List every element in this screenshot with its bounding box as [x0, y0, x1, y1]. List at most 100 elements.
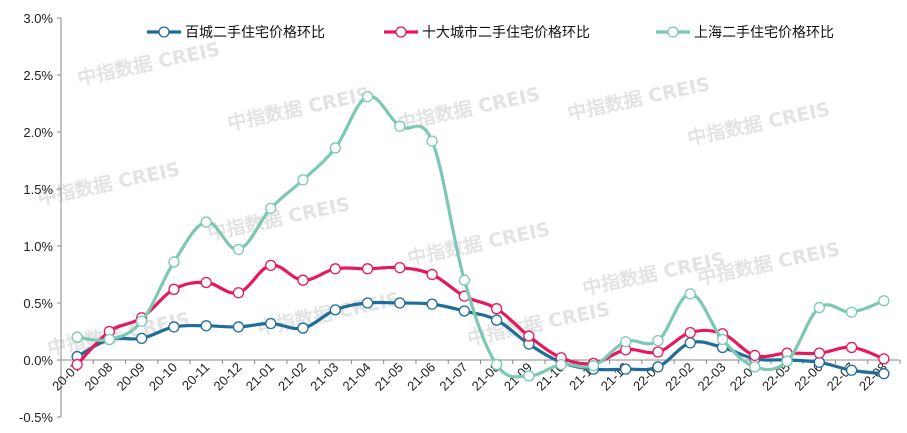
chart-legend: 百城二手住宅价格环比 十大城市二手住宅价格环比 上海二手住宅价格环比	[147, 24, 834, 41]
y-tick-label: 1.5%	[23, 182, 53, 197]
data-point	[71, 358, 83, 371]
legend-label: 十大城市二手住宅价格环比	[422, 24, 590, 41]
data-point	[490, 314, 503, 326]
y-tick-label: 0.0%	[23, 353, 53, 368]
data-point	[878, 295, 890, 307]
data-point	[71, 331, 83, 343]
data-point	[845, 364, 858, 376]
legend-item-2: 十大城市二手住宅价格环比	[384, 24, 590, 41]
data-point	[620, 336, 632, 348]
x-tick-label: 21-04	[340, 360, 374, 394]
y-tick-label: 2.0%	[23, 125, 53, 140]
watermark-text: 中指数据 CREIS	[695, 237, 842, 290]
data-point	[716, 333, 729, 346]
data-point	[845, 341, 858, 354]
data-point	[523, 370, 535, 382]
data-point	[265, 317, 277, 330]
data-point	[200, 216, 212, 228]
x-tick-label: 20-09	[114, 360, 148, 394]
x-tick-label: 20-12	[210, 360, 244, 394]
data-point	[265, 202, 277, 215]
watermark-text: 中指数据 CREIS	[45, 307, 192, 360]
data-point	[232, 321, 245, 333]
data-point	[200, 276, 212, 289]
data-point	[361, 297, 374, 309]
x-tick-label: 21-06	[404, 360, 438, 394]
data-point	[749, 361, 761, 373]
y-tick-label: 2.5%	[23, 68, 53, 83]
watermark-text: 中指数据 CREIS	[75, 37, 222, 90]
data-point	[297, 322, 309, 334]
data-point	[168, 321, 180, 333]
x-tick-label: 21-02	[275, 360, 309, 394]
data-point	[329, 304, 341, 316]
data-point	[297, 174, 309, 186]
data-point	[329, 263, 341, 275]
data-point	[781, 355, 793, 367]
data-point	[426, 298, 438, 310]
x-tick-label: 20-10	[146, 360, 180, 394]
data-point	[361, 263, 374, 275]
data-point	[394, 297, 406, 309]
data-point	[200, 320, 212, 332]
watermark-text: 中指数据 CREIS	[35, 157, 182, 210]
x-tick-label: 21-07	[436, 360, 470, 394]
data-point	[652, 346, 664, 358]
data-point	[845, 306, 858, 318]
data-point	[878, 353, 890, 365]
data-point	[458, 305, 471, 317]
legend-swatch-marker	[395, 26, 407, 38]
data-point	[587, 360, 600, 372]
data-point	[652, 334, 664, 347]
data-point	[361, 91, 374, 103]
data-point	[394, 262, 406, 274]
x-tick-label: 20-08	[81, 360, 115, 394]
series-line	[75, 94, 886, 379]
data-point	[684, 326, 696, 339]
x-tick-label: 21-01	[243, 360, 277, 394]
data-point	[749, 349, 761, 362]
legend-item-1: 百城二手住宅价格环比	[147, 25, 325, 41]
data-point	[523, 330, 535, 342]
data-point	[490, 358, 503, 371]
data-point	[620, 363, 632, 375]
y-tick-label: 3.0%	[23, 11, 53, 26]
data-point	[458, 274, 471, 286]
data-point	[813, 301, 825, 314]
x-tick-label: 21-05	[372, 360, 406, 394]
data-point	[265, 259, 277, 272]
legend-label: 百城二手住宅价格环比	[185, 25, 325, 41]
legend-swatch-marker	[158, 26, 170, 38]
data-point	[232, 243, 245, 256]
data-point	[684, 288, 696, 300]
data-point	[652, 361, 664, 373]
data-point	[878, 368, 890, 380]
series-layer	[71, 91, 890, 382]
data-point	[136, 315, 148, 327]
legend-label: 上海二手住宅价格环比	[694, 25, 834, 41]
x-tick-label: 20-11	[179, 360, 212, 393]
data-point	[232, 287, 245, 299]
watermark-text: 中指数据 CREIS	[685, 97, 832, 150]
x-tick-label: 22-02	[662, 360, 696, 394]
data-point	[426, 135, 438, 147]
data-point	[103, 333, 116, 346]
data-point	[168, 283, 180, 295]
y-tick-label: 0.5%	[23, 296, 53, 311]
legend-item-3: 上海二手住宅价格环比	[656, 25, 834, 41]
x-tick-label: 21-03	[307, 360, 341, 394]
y-tick-label: -0.5%	[19, 410, 53, 425]
data-point	[329, 142, 341, 154]
data-point	[136, 332, 148, 344]
data-point	[168, 256, 180, 268]
legend-swatch-marker	[667, 26, 679, 38]
series-3	[71, 91, 890, 382]
watermark-text: 中指数据 CREIS	[225, 82, 372, 135]
x-tick-label: 22-03	[695, 360, 729, 394]
watermark-text: 中指数据 CREIS	[565, 72, 712, 125]
data-point	[813, 347, 825, 359]
y-tick-label: 1.0%	[23, 239, 53, 254]
data-point	[297, 274, 309, 286]
